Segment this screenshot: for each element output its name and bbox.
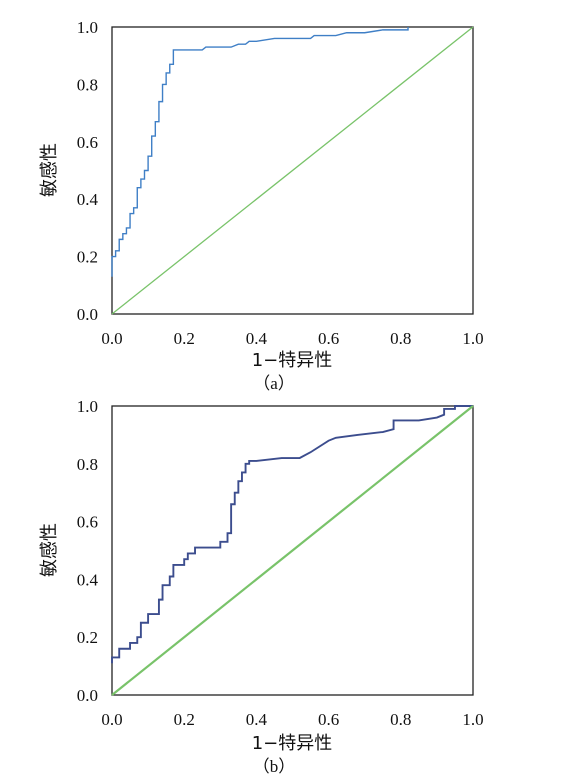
panel-caption: （a） [253,374,295,393]
y-tick-label: 0.4 [77,570,99,589]
x-tick-label: 0.4 [246,329,268,348]
y-tick-label: 0.2 [77,248,98,267]
x-tick-label: 0.6 [318,329,339,348]
x-tick-label: 0.2 [174,710,195,729]
x-axis-title: 1−特异性 [252,350,333,371]
roc-panel-a: 0.0 0.2 0.4 0.6 0.8 1.0 0.0 0.2 0.4 0.6 0.8 1.0 1−… [39,18,484,393]
x-axis-title: 1−特异性 [252,733,333,754]
x-tick-label: 0.6 [318,710,339,729]
roc-curve-line [111,405,473,664]
y-tick-label: 0.8 [77,455,98,474]
x-tick-label: 0.2 [174,329,195,348]
y-tick-label: 0.8 [77,75,98,94]
y-tick-label: 0.6 [77,133,98,152]
x-tick-label: 0.4 [246,710,268,729]
x-tick-label: 0.8 [390,329,411,348]
roc-panel-b: 0.0 0.2 0.4 0.6 0.8 1.0 0.0 0.2 0.4 0.6 0.8 1.0 1−… [39,397,484,776]
y-tick-label: 0.0 [77,686,98,705]
plot-frame [111,26,474,315]
y-tick-label: 1.0 [77,18,98,37]
y-axis-title: 敏感性 [39,523,60,577]
x-tick-label: 0.8 [390,710,411,729]
panel-caption: （b） [253,757,296,776]
y-tick-label: 0.4 [77,190,99,209]
y-axis-title: 敏感性 [39,143,60,197]
reference-diagonal-line [111,26,474,315]
roc-curve-line [111,27,409,277]
plot-frame [111,405,474,696]
y-tick-label: 0.0 [77,305,98,324]
y-tick-label: 1.0 [77,397,98,416]
x-tick-label: 1.0 [462,329,483,348]
y-tick-label: 0.2 [77,628,98,647]
x-tick-label: 0.0 [101,710,122,729]
x-tick-label: 0.0 [101,329,122,348]
x-tick-label: 1.0 [462,710,483,729]
reference-diagonal-line [111,405,474,696]
y-tick-label: 0.6 [77,513,98,532]
